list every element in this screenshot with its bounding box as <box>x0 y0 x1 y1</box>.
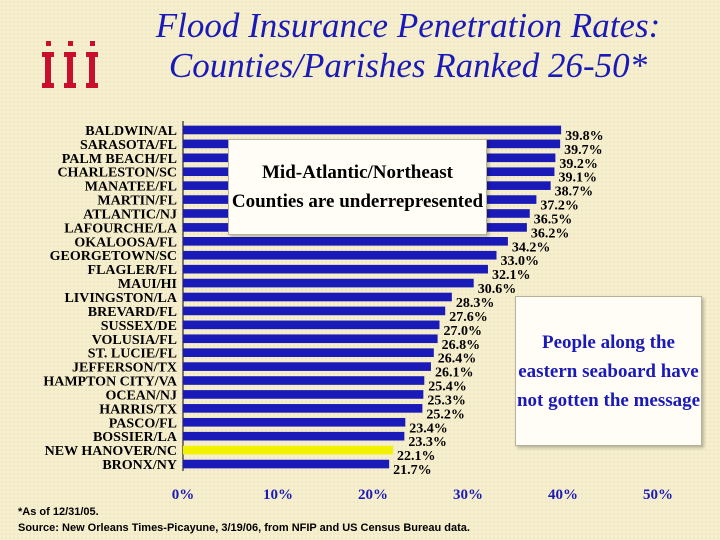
data-label: 32.1% <box>492 268 531 283</box>
data-label: 23.4% <box>409 421 448 436</box>
callout-eastern-seaboard: People along the eastern seaboard have n… <box>515 296 702 446</box>
data-label: 39.8% <box>565 129 604 144</box>
category-label: ATLANTIC/NJ <box>83 207 177 222</box>
title-line-2: Counties/Parishes Ranked 26-50* <box>168 46 648 85</box>
bar-11 <box>183 264 488 274</box>
x-tick-label: 20% <box>358 487 388 503</box>
bar-1 <box>183 125 562 135</box>
data-label: 28.3% <box>456 296 495 311</box>
data-label: 34.2% <box>512 240 551 255</box>
bar-21 <box>183 404 423 413</box>
bar-9 <box>183 237 508 246</box>
category-label: LAFOURCHE/LA <box>64 221 178 236</box>
bar-14 <box>183 306 446 316</box>
data-label: 25.2% <box>426 407 465 422</box>
page-title: Flood Insurance Penetration Rates: Count… <box>108 6 708 86</box>
data-label: 37.2% <box>540 199 579 214</box>
data-label: 30.6% <box>478 282 517 297</box>
data-label: 38.7% <box>555 185 594 200</box>
data-label: 25.3% <box>427 393 466 408</box>
callout-right-text: People along the eastern seaboard have n… <box>516 331 701 411</box>
category-label: BRONX/NY <box>102 458 177 473</box>
callout-left-text: Mid-Atlantic/Northeast Counties are unde… <box>231 162 484 212</box>
category-label: PASCO/FL <box>109 416 177 431</box>
bar-24 <box>183 445 393 455</box>
x-tick-label: 30% <box>453 487 483 503</box>
category-label: SARASOTA/FL <box>80 138 177 153</box>
category-label: BALDWIN/AL <box>85 124 177 139</box>
bar-12 <box>183 278 474 288</box>
data-label: 36.5% <box>534 212 573 227</box>
footnote-date: *As of 12/31/05. <box>18 506 99 518</box>
bar-15 <box>183 320 440 330</box>
category-label: BOSSIER/LA <box>93 430 178 445</box>
category-label: BREVARD/FL <box>88 305 177 320</box>
category-label: MAUI/HI <box>118 277 177 292</box>
bar-20 <box>183 390 424 399</box>
data-label: 26.8% <box>442 338 481 353</box>
category-label: SUSSEX/DE <box>101 319 177 334</box>
category-label: OKALOOSA/FL <box>74 235 177 250</box>
category-label: MANATEE/FL <box>85 180 177 195</box>
data-label: 26.1% <box>435 366 474 381</box>
x-tick-label: 50% <box>643 487 673 503</box>
bar-22 <box>183 417 406 427</box>
category-label: GEORGETOWN/SC <box>50 249 177 264</box>
data-label: 27.0% <box>444 324 483 339</box>
bar-16 <box>183 334 438 344</box>
category-label: MARTIN/FL <box>97 194 177 209</box>
data-label: 27.6% <box>449 310 488 325</box>
category-label: HARRIS/TX <box>99 402 177 417</box>
iii-logo-icon <box>42 41 98 88</box>
title-line-1: Flood Insurance Penetration Rates: <box>155 6 661 45</box>
x-tick-label: 10% <box>263 487 293 503</box>
data-label: 39.1% <box>558 171 597 186</box>
x-tick-label: 0% <box>172 487 195 503</box>
footnote: *As of 12/31/05. Source: New Orleans Tim… <box>18 504 470 536</box>
data-label: 25.4% <box>428 380 467 395</box>
data-label: 39.2% <box>559 157 598 172</box>
footnote-source: Source: New Orleans Times-Picayune, 3/19… <box>18 522 470 534</box>
category-label: HAMPTON CITY/VA <box>43 375 178 390</box>
category-label: OCEAN/NJ <box>105 388 177 403</box>
x-tick-label: 40% <box>548 487 578 503</box>
category-label: JEFFERSON/TX <box>72 361 177 376</box>
category-label: PALM BEACH/FL <box>62 152 177 167</box>
data-label: 36.2% <box>531 226 570 241</box>
category-label: LIVINGSTON/LA <box>64 291 177 306</box>
data-label: 21.7% <box>393 463 432 478</box>
data-label: 23.3% <box>408 435 447 450</box>
data-label: 33.0% <box>501 254 540 269</box>
category-label: NEW HANOVER/NC <box>45 444 177 459</box>
data-label: 39.7% <box>564 143 603 158</box>
bar-25 <box>183 459 390 469</box>
callout-underrepresented: Mid-Atlantic/Northeast Counties are unde… <box>228 139 487 235</box>
category-label: VOLUSIA/FL <box>92 333 177 348</box>
category-label: CHARLESTON/SC <box>57 166 177 181</box>
data-label: 22.1% <box>397 449 436 464</box>
category-label: FLAGLER/FL <box>88 263 177 278</box>
category-label: ST. LUCIE/FL <box>88 347 177 362</box>
bar-17 <box>183 348 434 357</box>
bar-19 <box>183 376 425 385</box>
data-label: 26.4% <box>438 352 477 367</box>
bar-18 <box>183 362 431 371</box>
bar-23 <box>183 431 405 441</box>
bar-13 <box>183 292 452 302</box>
bar-10 <box>183 250 497 260</box>
